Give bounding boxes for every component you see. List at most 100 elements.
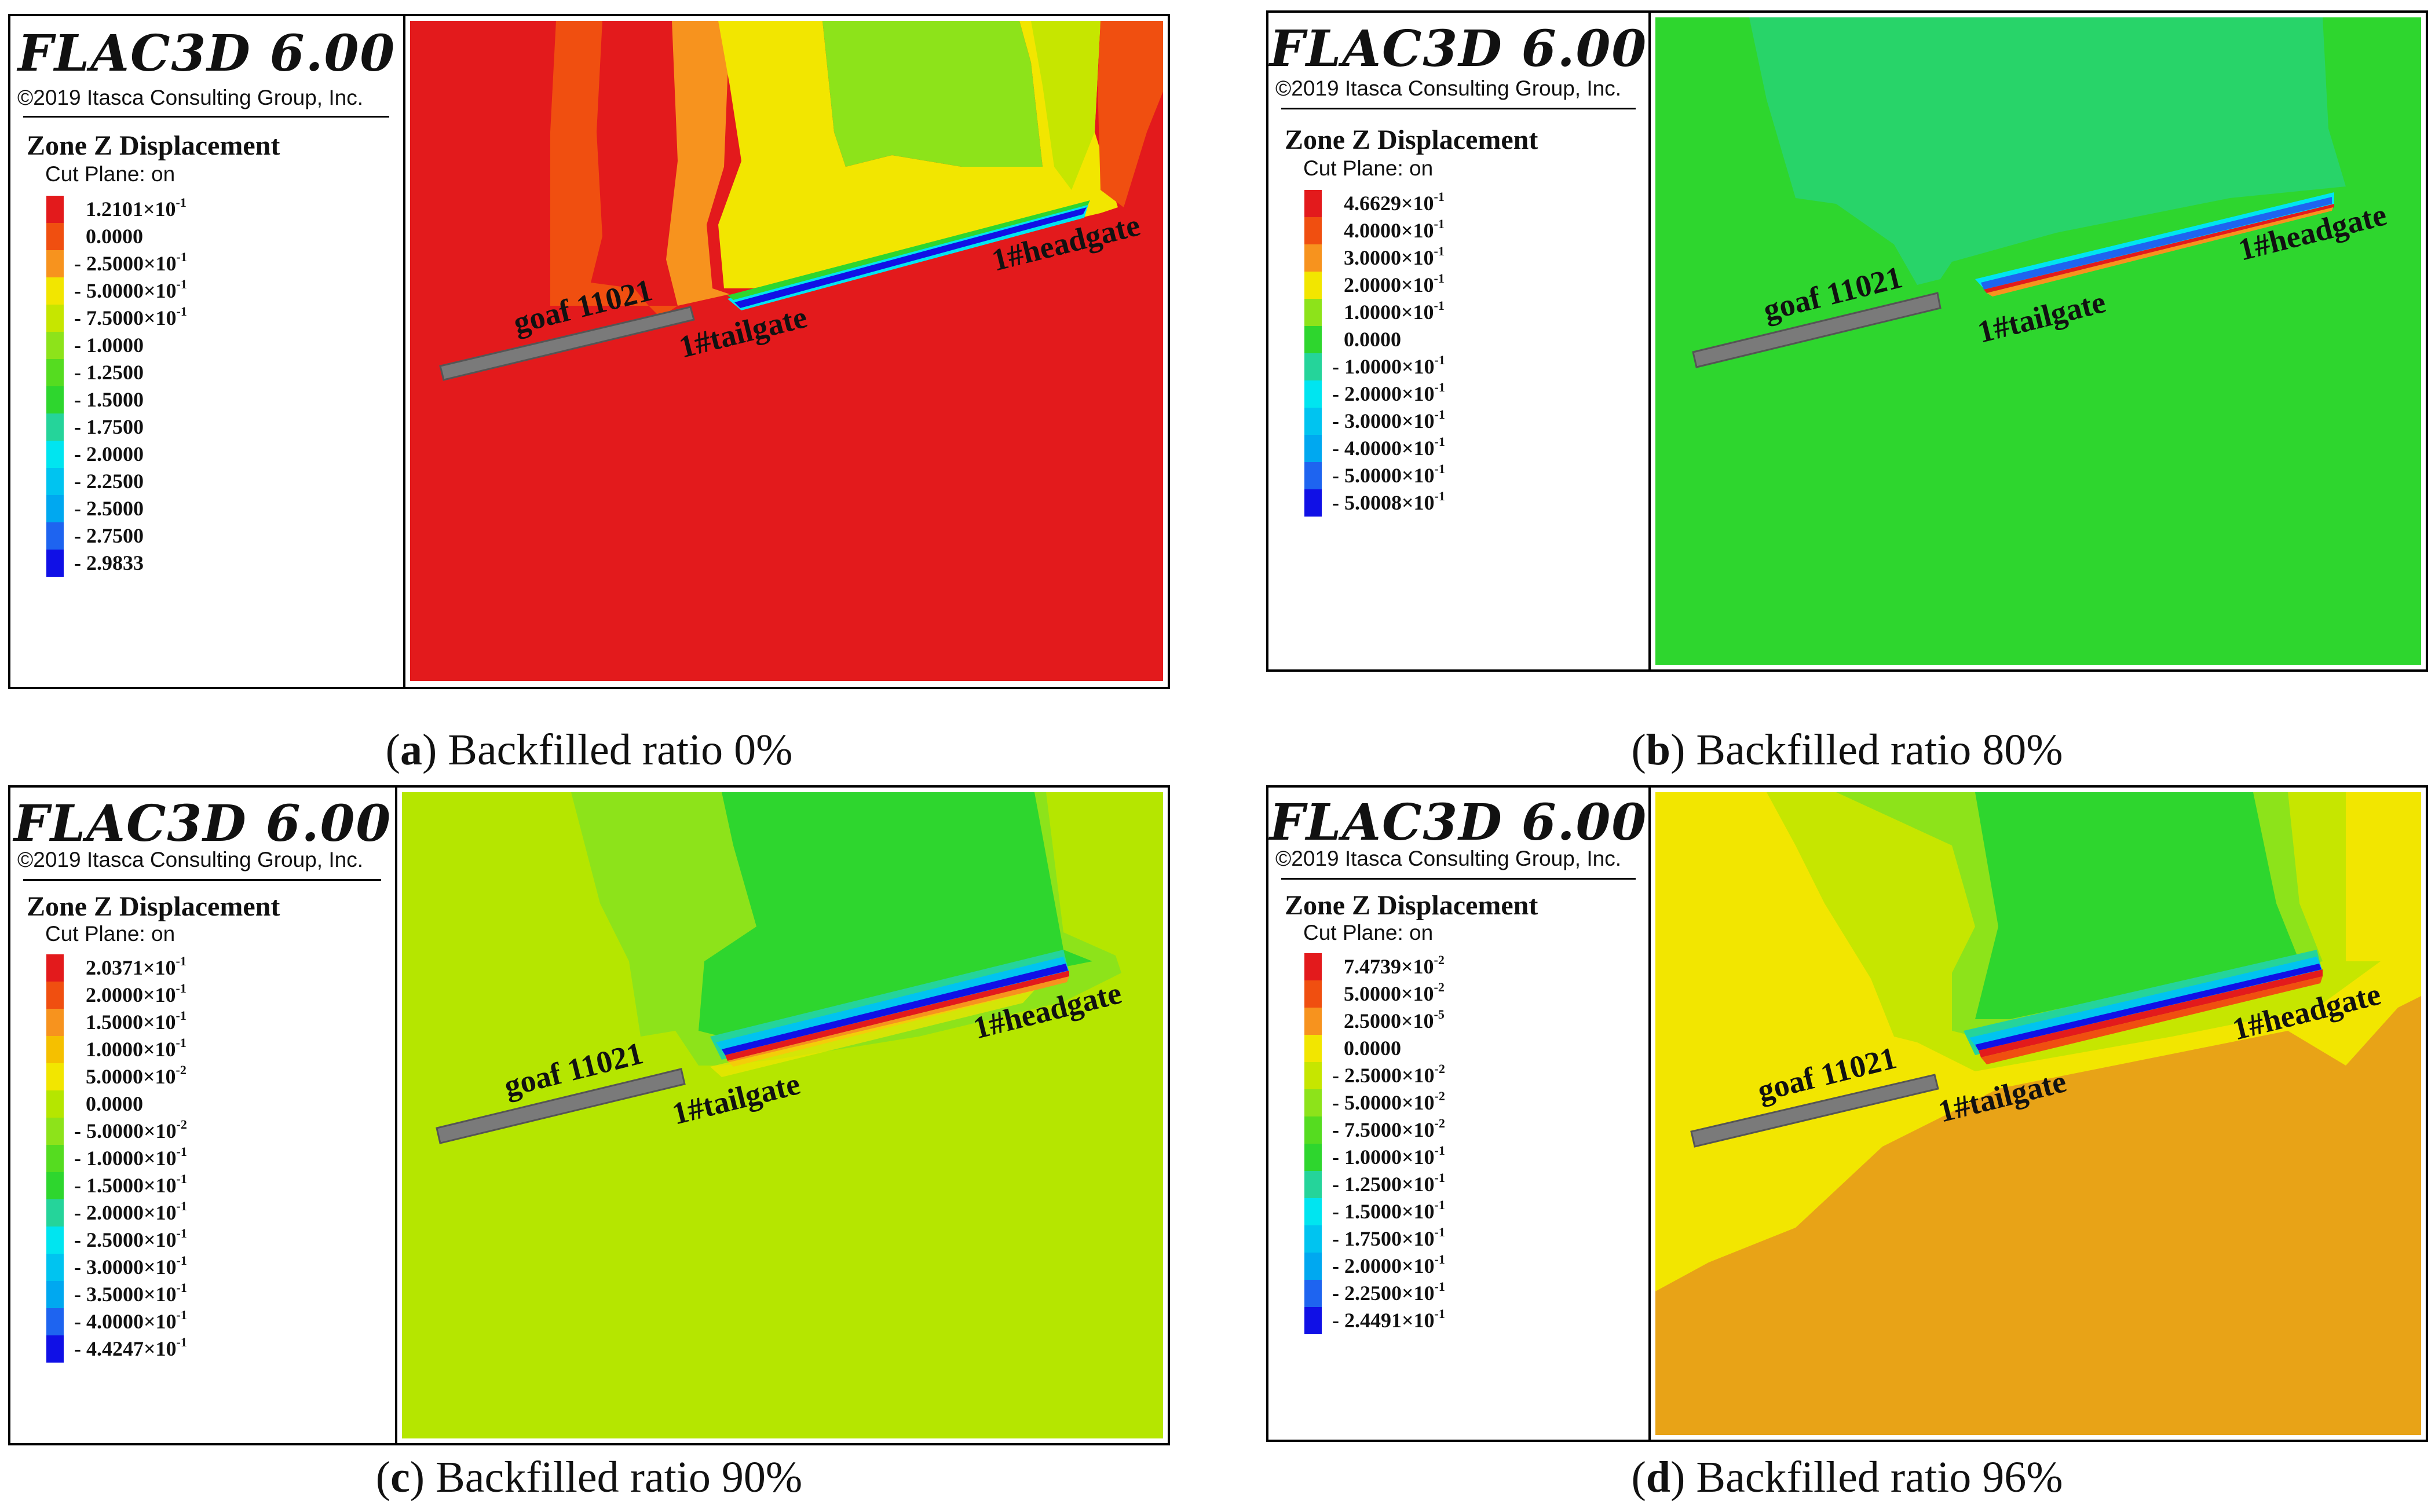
legend-exponent: -1	[1434, 217, 1445, 231]
software-title: FLAC3D 6.00	[1269, 20, 1648, 78]
caption-text: Backfilled ratio 96%	[1696, 1453, 2063, 1502]
goaf-bar	[1690, 1074, 1939, 1148]
contour-zone	[1749, 17, 2346, 285]
legend-exponent: -2	[1434, 1061, 1445, 1076]
contour-zone	[666, 21, 730, 306]
panel-b-caption: (b) Backfilled ratio 80%	[1631, 726, 2063, 774]
legend-swatch	[46, 1254, 64, 1281]
software-title: FLAC3D 6.00	[17, 24, 396, 83]
legend-value: - 4.0000×10-1	[74, 1308, 187, 1334]
legend-swatch	[1304, 1171, 1322, 1198]
legend-exponent: -1	[1434, 1252, 1445, 1266]
legend-value: - 1.7500×10-1	[1332, 1225, 1445, 1251]
panel-c-legend: FLAC3D 6.00 ©2019 Itasca Consulting Grou…	[10, 788, 397, 1443]
panel-d-legend: FLAC3D 6.00 ©2019 Itasca Consulting Grou…	[1268, 788, 1651, 1440]
legend-value: - 1.5000×10-1	[74, 1171, 187, 1198]
contour-zone	[741, 21, 1043, 167]
legend-exponent: -1	[176, 1035, 187, 1050]
legend-value: 0.0000	[86, 225, 143, 248]
contour-zone	[1975, 964, 2321, 1050]
legend-swatch	[46, 1281, 64, 1308]
legend-exponent: -1	[176, 1335, 187, 1349]
legend-exponent: -1	[176, 277, 187, 291]
legend-value: - 1.2500×10-1	[1332, 1170, 1445, 1196]
contour-zone	[725, 971, 1069, 1061]
legend-value: - 1.0000×10-1	[74, 1144, 187, 1170]
contour-zone	[1984, 204, 2334, 293]
copyright: ©2019 Itasca Consulting Group, Inc.	[17, 848, 363, 872]
legend-swatch	[1304, 980, 1322, 1008]
legend-swatch	[46, 1308, 64, 1335]
legend-value: - 2.7500	[74, 524, 144, 547]
contour-zone	[727, 200, 1090, 300]
goaf-bar	[1692, 292, 1942, 368]
software-title: FLAC3D 6.00	[1269, 793, 1648, 852]
legend-swatch	[1304, 953, 1322, 980]
copyright: ©2019 Itasca Consulting Group, Inc.	[1275, 76, 1621, 100]
legend-swatch	[1304, 1089, 1322, 1116]
legend-exponent: -2	[1434, 1116, 1445, 1130]
panel-a-caption: (a) Backfilled ratio 0%	[385, 726, 793, 774]
legend-value: 0.0000	[1344, 328, 1401, 351]
legend-swatch	[46, 550, 64, 577]
panel-c-frame: FLAC3D 6.00 ©2019 Itasca Consulting Grou…	[8, 785, 1170, 1445]
legend-swatch	[1304, 1198, 1322, 1225]
legend-swatch	[46, 495, 64, 522]
panel-d-caption: (d) Backfilled ratio 96%	[1631, 1453, 2063, 1502]
legend-value: - 3.0000×10-1	[74, 1253, 187, 1279]
legend-swatch	[1304, 435, 1322, 462]
legend-exponent: -1	[176, 981, 187, 995]
legend-exponent: -1	[176, 1008, 187, 1023]
legend-value: - 5.0000×10-1	[1332, 462, 1445, 488]
legend-exponent: -2	[1434, 1089, 1445, 1103]
legend-exponent: -1	[1434, 1170, 1445, 1185]
legend-exponent: -1	[1434, 1143, 1445, 1158]
legend-value: 2.0000×10-1	[86, 981, 187, 1007]
legend-swatch	[46, 468, 64, 495]
legend-exponent: -1	[1434, 1306, 1445, 1321]
contour-zone	[1975, 792, 2299, 1019]
legend-swatch	[1304, 326, 1322, 353]
panel-letter: b	[1646, 726, 1671, 774]
contour-zone	[1981, 197, 2332, 290]
legend-value: - 1.5000	[74, 388, 144, 411]
legend-value: - 1.0000×10-1	[1332, 353, 1445, 379]
legend-swatch	[46, 196, 64, 223]
legend-swatch	[46, 1009, 64, 1036]
legend-value: 2.5000×10-5	[1344, 1007, 1445, 1033]
legend-exponent: -5	[1434, 1007, 1445, 1022]
legend-exponent: -1	[1434, 462, 1445, 476]
panel-a-frame: FLAC3D 6.00 ©2019 Itasca Consulting Grou…	[8, 14, 1170, 689]
legend-swatch	[46, 1172, 64, 1199]
legend-value: 2.0371×10-1	[86, 954, 187, 980]
contour-zone	[722, 964, 1068, 1055]
contour-zone	[1987, 207, 2333, 296]
legend-swatch	[1304, 272, 1322, 299]
legend-value: 0.0000	[86, 1092, 143, 1115]
legend-value: 1.2101×10-1	[86, 195, 187, 221]
legend-value: - 7.5000×10-2	[1332, 1116, 1445, 1142]
contour-zone	[550, 21, 678, 317]
legend-title: Zone Z Displacement	[1285, 125, 1538, 155]
legend-exponent: -1	[1434, 434, 1445, 449]
legend-value: - 2.5000	[74, 497, 144, 520]
legend-swatch	[46, 332, 64, 359]
legend-swatch	[1304, 1035, 1322, 1062]
legend-exponent: -1	[1434, 353, 1445, 367]
legend-value: 1.5000×10-1	[86, 1008, 187, 1034]
caption-text: Backfilled ratio 90%	[436, 1453, 803, 1502]
legend-swatch	[1304, 299, 1322, 326]
legend-value: - 7.5000×10-1	[74, 304, 187, 330]
legend-swatch	[46, 982, 64, 1009]
panel-letter: a	[400, 726, 422, 774]
legend-swatch	[1304, 217, 1322, 244]
legend-swatch	[46, 305, 64, 332]
legend-exponent: -1	[1434, 244, 1445, 258]
contour-zone	[734, 207, 1087, 308]
legend-exponent: -1	[176, 250, 187, 264]
legend-exponent: -1	[1434, 189, 1445, 204]
legend-swatch	[1304, 462, 1322, 489]
legend-value: - 5.0000×10-2	[74, 1117, 187, 1143]
legend-swatch	[1304, 1307, 1322, 1334]
panel-letter: c	[390, 1453, 410, 1502]
